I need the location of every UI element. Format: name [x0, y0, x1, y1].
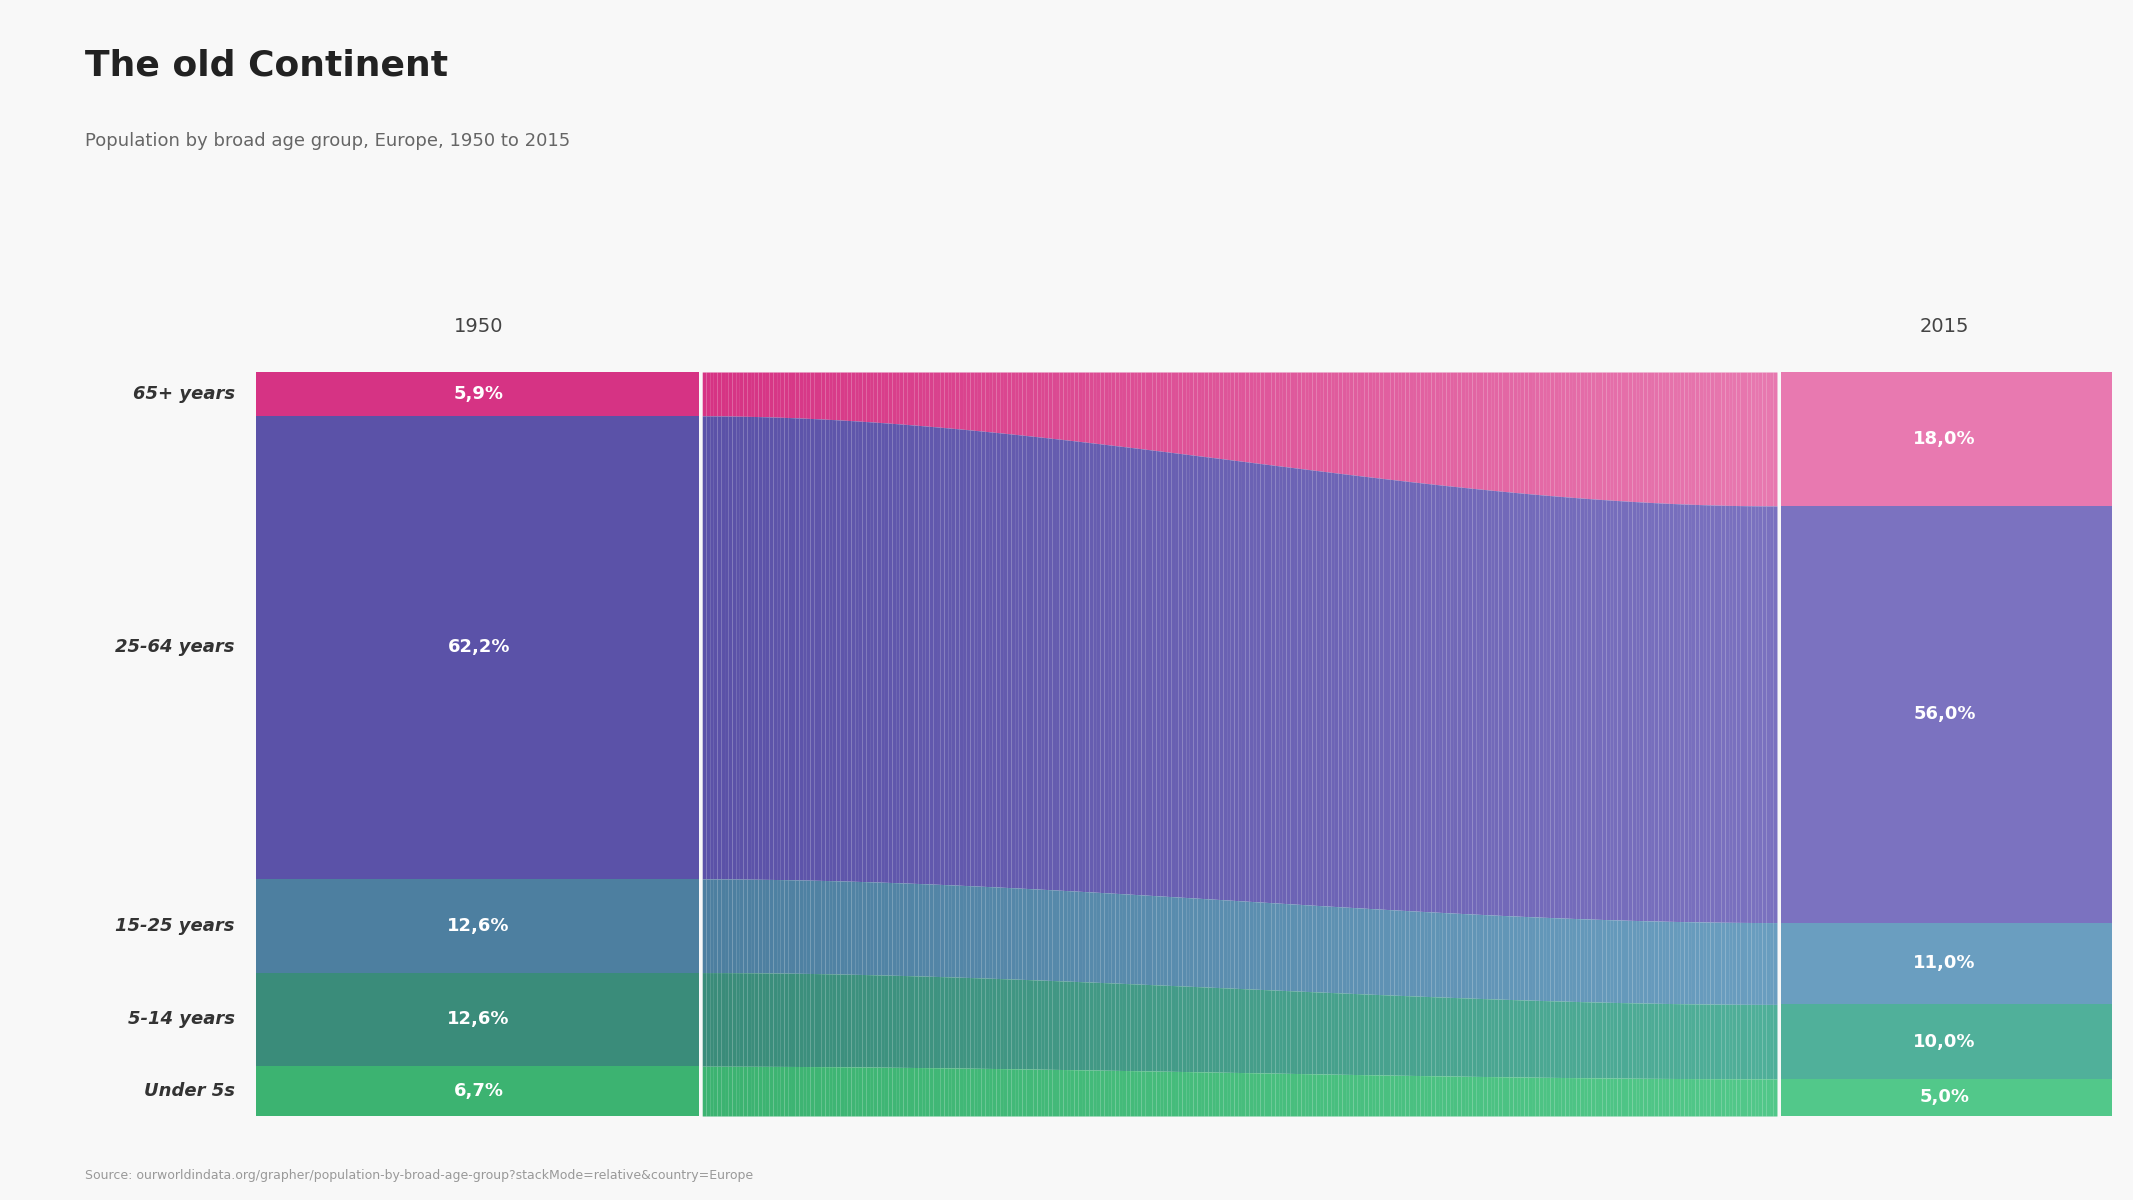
Text: 5-14 years: 5-14 years — [128, 1010, 235, 1028]
Text: 10,0%: 10,0% — [1913, 1032, 1975, 1051]
Text: Population by broad age group, Europe, 1950 to 2015: Population by broad age group, Europe, 1… — [85, 132, 570, 150]
Text: 12,6%: 12,6% — [448, 1010, 510, 1028]
Text: 2015: 2015 — [1920, 317, 1969, 336]
Text: 6,7%: 6,7% — [454, 1082, 503, 1100]
Text: 11,0%: 11,0% — [1913, 954, 1975, 972]
Text: 5,9%: 5,9% — [454, 385, 503, 403]
Text: 5,0%: 5,0% — [1920, 1088, 1969, 1106]
Text: 1950: 1950 — [454, 317, 503, 336]
Text: 12,6%: 12,6% — [448, 917, 510, 935]
Text: Under 5s: Under 5s — [143, 1082, 235, 1100]
Text: The old Continent: The old Continent — [85, 48, 448, 82]
Text: 65+ years: 65+ years — [132, 385, 235, 403]
Text: 15-25 years: 15-25 years — [115, 917, 235, 935]
Text: 18,0%: 18,0% — [1913, 430, 1975, 448]
Text: 62,2%: 62,2% — [448, 638, 510, 656]
Text: 25-64 years: 25-64 years — [115, 638, 235, 656]
Text: 56,0%: 56,0% — [1913, 706, 1975, 724]
Text: Source: ourworldindata.org/grapher/population-by-broad-age-group?stackMode=relat: Source: ourworldindata.org/grapher/popul… — [85, 1169, 753, 1182]
